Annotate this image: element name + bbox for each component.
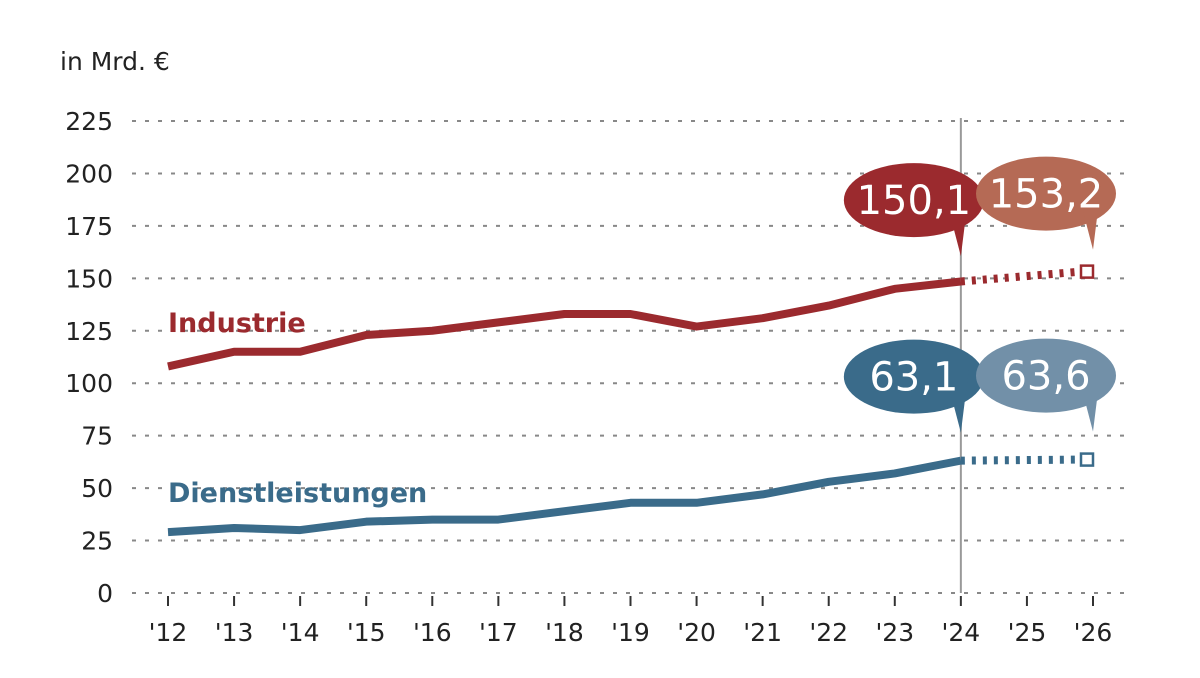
x-tick-label: '19 <box>611 618 650 647</box>
x-tick-label: '21 <box>743 618 782 647</box>
x-tick-label: '14 <box>281 618 320 647</box>
value-bubble: 63,6 <box>976 338 1116 432</box>
bubble-value-label: 153,2 <box>989 172 1104 218</box>
bubble-shape <box>976 338 1116 413</box>
bubble-tail <box>948 192 969 257</box>
series-line-dienstleistungen <box>167 456 962 537</box>
bubble-shape <box>843 163 984 238</box>
value-bubble: 153,2 <box>976 156 1116 250</box>
series-line-industrie <box>167 277 962 371</box>
bubble-shape <box>843 339 984 414</box>
y-tick-labels: 0 25 50 75 100 125 150 175 200 225 <box>65 107 113 608</box>
bubble-value-label: 150,1 <box>857 178 972 224</box>
x-tick-labels: '12 '13 '14 '15 '16 '17 '18 '19 '20 '21 '22 '23 '24 '… <box>149 596 1113 647</box>
value-bubbles: 150,1 153,2 63,1 63,6 <box>843 156 1116 433</box>
bubble-tail <box>948 368 969 433</box>
bubble-tail <box>1081 367 1101 432</box>
y-tick-label: 75 <box>81 422 113 451</box>
bubble-tail <box>1081 185 1101 250</box>
y-tick-label: 125 <box>65 317 113 346</box>
x-tick-label: '24 <box>942 618 981 647</box>
x-tick-label: '25 <box>1008 618 1047 647</box>
forecast-point-marker <box>1079 452 1095 467</box>
x-tick-label: '17 <box>479 618 518 647</box>
forecast-point-marker <box>1079 264 1095 279</box>
series-lines <box>167 264 1095 537</box>
x-tick-label: '23 <box>875 618 914 647</box>
x-tick-label: '22 <box>809 618 848 647</box>
x-tick-label: '13 <box>215 618 254 647</box>
series-label-dienstleistungen: Dienstleistungen <box>168 478 427 509</box>
x-tick-label: '15 <box>347 618 386 647</box>
x-tick-label: '16 <box>413 618 452 647</box>
x-tick-label: '18 <box>545 618 584 647</box>
bubble-value-label: 63,6 <box>1001 354 1090 400</box>
value-bubble: 150,1 <box>843 163 984 257</box>
forecast-line-industrie <box>960 267 1082 286</box>
y-tick-label: 50 <box>81 474 113 503</box>
x-tick-label: '20 <box>677 618 716 647</box>
x-tick-label: '26 <box>1074 618 1113 647</box>
bubble-shape <box>976 156 1116 231</box>
y-tick-label: 100 <box>65 369 113 398</box>
gridlines <box>132 118 1125 594</box>
y-tick-label: 25 <box>81 527 113 556</box>
bubble-value-label: 63,1 <box>869 355 958 401</box>
y-tick-label: 175 <box>65 212 113 241</box>
x-tick-label: '12 <box>149 618 188 647</box>
y-tick-label: 0 <box>97 579 113 608</box>
y-tick-label: 200 <box>65 159 113 188</box>
y-axis-unit-label: in Mrd. € <box>60 47 170 76</box>
series-label-industrie: Industrie <box>168 308 306 339</box>
y-tick-label: 225 <box>65 107 113 136</box>
value-bubble: 63,1 <box>843 339 984 433</box>
forecast-line-dienstleistungen <box>960 455 1082 465</box>
y-tick-label: 150 <box>65 264 113 293</box>
